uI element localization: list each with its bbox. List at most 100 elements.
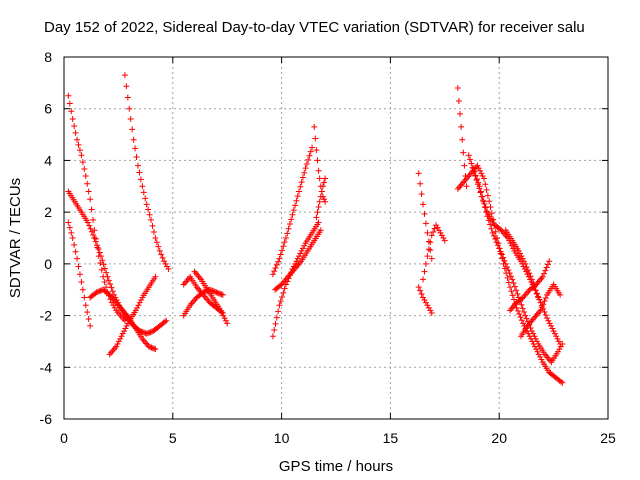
data-point: [298, 247, 305, 254]
data-point: [277, 282, 284, 289]
data-point: [135, 302, 142, 309]
data-point: [508, 242, 515, 249]
data-point: [318, 188, 325, 195]
data-point: [418, 291, 425, 298]
data-point: [465, 173, 472, 180]
x-tick-label: 0: [60, 430, 68, 446]
data-point: [535, 278, 542, 285]
data-point: [302, 165, 309, 172]
data-point: [147, 329, 154, 336]
data-point: [521, 308, 528, 315]
data-point: [297, 183, 304, 190]
data-point: [65, 219, 72, 226]
data-point: [271, 327, 278, 334]
data-point: [76, 271, 83, 278]
data-point: [465, 152, 472, 159]
data-point: [500, 254, 507, 261]
data-point: [276, 302, 283, 309]
data-point: [522, 312, 529, 319]
data-point: [288, 216, 295, 223]
data-point: [275, 308, 282, 315]
data-point: [163, 263, 170, 270]
data-point: [322, 175, 329, 182]
x-tick-label: 10: [274, 430, 290, 446]
data-point: [141, 338, 148, 345]
data-point: [221, 315, 228, 322]
data-point: [181, 279, 188, 286]
series-arc-23: [517, 281, 564, 340]
data-point: [124, 320, 131, 327]
data-point: [501, 257, 508, 264]
data-point: [82, 302, 89, 309]
data-point: [101, 278, 108, 285]
data-point: [121, 72, 128, 79]
data-point: [520, 320, 527, 327]
data-point: [315, 203, 322, 210]
data-point: [422, 299, 429, 306]
data-point: [109, 288, 116, 295]
data-point: [317, 227, 324, 234]
data-point: [71, 241, 78, 248]
data-point: [430, 228, 437, 235]
data-point: [420, 294, 427, 301]
data-point: [281, 285, 288, 292]
data-point: [546, 320, 553, 327]
data-point: [281, 239, 288, 246]
data-point: [518, 301, 525, 308]
data-point: [509, 292, 516, 299]
data-point: [107, 281, 114, 288]
data-point: [130, 136, 137, 143]
data-point: [72, 129, 79, 136]
data-point: [314, 209, 321, 216]
x-tick-label: 25: [600, 430, 616, 446]
series-arc-11: [269, 144, 316, 278]
data-point: [110, 302, 117, 309]
data-point: [145, 206, 152, 213]
data-point: [312, 135, 319, 142]
data-point: [188, 300, 195, 307]
series-arc-6: [121, 72, 172, 273]
data-point: [134, 304, 141, 311]
data-point: [222, 317, 229, 324]
data-point: [488, 210, 495, 217]
data-point: [526, 270, 533, 277]
data-point: [84, 219, 91, 226]
y-tick-label: 4: [44, 152, 52, 168]
data-point: [532, 287, 539, 294]
data-point: [65, 92, 72, 99]
data-point: [307, 148, 314, 155]
data-point: [475, 179, 482, 186]
data-point: [94, 288, 101, 295]
data-point: [305, 156, 312, 163]
data-point: [220, 312, 227, 319]
data-point: [454, 185, 461, 192]
data-point: [492, 228, 499, 235]
data-point: [455, 97, 462, 104]
data-point: [484, 213, 491, 220]
data-point: [79, 286, 86, 293]
data-point: [282, 235, 289, 241]
x-tick-label: 5: [169, 430, 177, 446]
data-point: [79, 159, 86, 166]
data-point: [417, 287, 424, 294]
data-point: [518, 253, 525, 260]
data-point: [427, 307, 434, 314]
data-point: [420, 276, 427, 283]
data-point: [468, 160, 475, 167]
data-point: [159, 254, 166, 261]
data-point: [119, 330, 126, 337]
plot-frame: [63, 56, 609, 420]
data-point: [212, 288, 219, 295]
data-point: [298, 179, 305, 186]
data-point: [514, 307, 521, 314]
data-point: [301, 242, 308, 249]
data-point: [498, 251, 505, 258]
data-point: [521, 258, 528, 265]
data-point: [505, 267, 512, 274]
data-point: [277, 298, 284, 305]
data-point: [98, 266, 105, 273]
data-point: [195, 285, 202, 292]
data-point: [514, 290, 521, 297]
data-point: [103, 269, 110, 276]
